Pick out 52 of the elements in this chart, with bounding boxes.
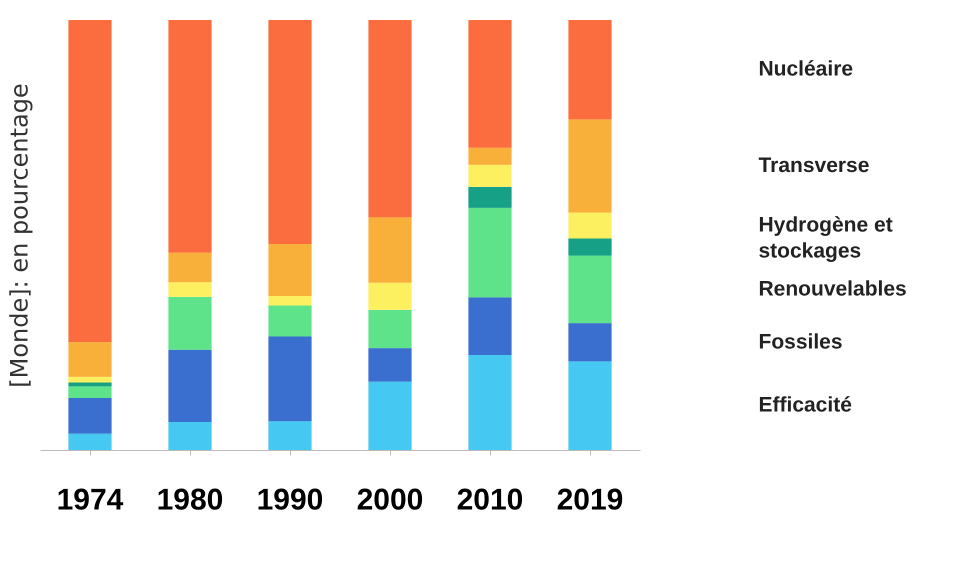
bar [268,306,312,336]
bar [168,20,212,253]
x-tick-label: 2010 [456,484,524,516]
bar [568,361,612,450]
bar [468,297,512,355]
bar [468,208,512,298]
x-tick-label: 1980 [156,484,224,516]
text: Nucléaire [758,58,854,81]
x-tick-label: 1974 [56,484,124,516]
bar [368,348,412,382]
bar [68,376,112,382]
bar [268,336,312,422]
bar [368,382,412,450]
bar [68,434,112,450]
bar [68,386,112,398]
bar [368,217,412,283]
text: Fossiles [758,330,843,354]
text: Hydrogène et stockages [758,214,893,263]
bar [568,20,612,120]
x-tick-label: 2000 [356,484,424,516]
bar [168,282,212,297]
bar [468,354,512,450]
bar [68,20,112,342]
bar [68,398,112,434]
bar [268,244,312,296]
x-tick-label: 2019 [556,484,624,516]
bar [168,252,212,282]
bar [368,20,412,218]
bar [568,323,612,362]
bar [68,382,112,386]
bar [568,212,612,238]
bar [168,296,212,350]
text: Renouvelables [758,277,907,300]
bar [568,119,612,213]
bar [268,421,312,450]
y-axis-title: [Monde]: en pourcentage [6,83,34,388]
x-tick-label: 1990 [256,484,324,516]
bar [568,238,612,256]
bar [468,148,512,165]
bar [168,350,212,422]
text: Efficacité [758,394,852,417]
bar [468,164,512,187]
bar [168,422,212,450]
bar [268,296,312,306]
bar [68,342,112,377]
bar [568,256,612,324]
bar [368,282,412,310]
bar [468,20,512,148]
bar [468,186,512,208]
text: Transverse [758,154,870,177]
bar [268,20,312,244]
bar [368,310,412,348]
